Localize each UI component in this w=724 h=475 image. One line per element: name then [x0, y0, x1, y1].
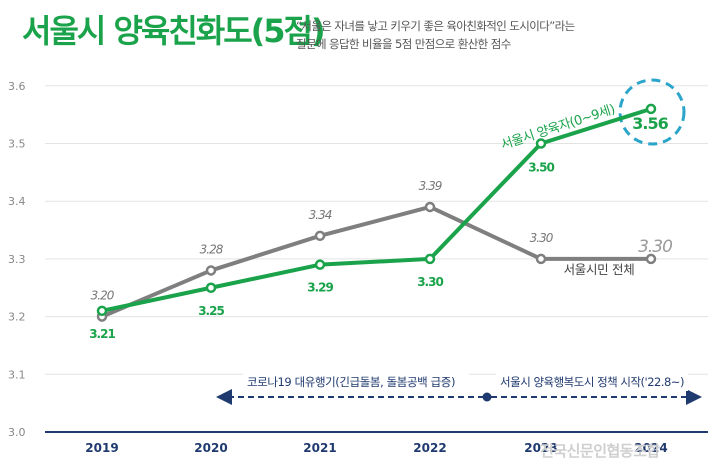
subtitle-line-1: “서울은 자녀를 낳고 키우기 좋은 육아친화적인 도시이다”라는	[296, 19, 575, 33]
data-label-all-citizens: 3.34	[309, 208, 332, 222]
y-tick-label: 3.6	[8, 80, 26, 93]
y-tick-label: 3.4	[8, 195, 26, 208]
highlight-circle	[618, 78, 686, 146]
data-label-parents: 3.25	[198, 304, 224, 318]
y-tick-label: 3.0	[8, 426, 26, 439]
chart-subtitle: “서울은 자녀를 낳고 키우기 좋은 육아친화적인 도시이다”라는 질문에 응답…	[296, 17, 575, 53]
x-axis: 2019 2020 2021 2022 2023 2024	[45, 431, 708, 455]
gridlines	[45, 85, 708, 375]
data-point	[424, 253, 436, 265]
data-point	[645, 103, 657, 115]
x-tick-label: 2023	[524, 441, 557, 455]
series-line-parents	[101, 106, 652, 313]
data-point	[314, 259, 326, 270]
y-tick-label: 3.2	[8, 311, 26, 324]
policy-period-label: 서울시 양육행복도시 정책 시작('22.8~)	[500, 375, 684, 389]
data-point	[205, 282, 217, 293]
x-tick-label: 2019	[85, 441, 118, 455]
y-tick-label: 3.1	[8, 368, 26, 381]
data-label-all-citizens: 3.28	[200, 242, 224, 256]
period-annotations: 코로나19 대유행기(긴급돌봄, 돌봄공백 급증) 서울시 양육행복도시 정책 …	[216, 371, 702, 405]
data-label-all-citizens: 3.39	[419, 179, 442, 193]
x-tick-label: 2024	[634, 441, 667, 455]
watermark: 전국신문인협동조합	[540, 442, 660, 460]
data-label-parents: 3.50	[528, 161, 554, 175]
data-label-parents: 3.21	[89, 327, 115, 341]
x-tick-label: 2020	[194, 441, 227, 455]
data-label-all-citizens: 3.30	[638, 237, 672, 257]
data-point	[96, 305, 108, 317]
series-line-all-citizens	[101, 204, 651, 319]
y-axis-ticks: 3.0 3.1 3.2 3.3 3.4 3.5 3.6	[8, 80, 26, 439]
covid-period-label: 코로나19 대유행기(긴급돌봄, 돌봄공백 급증)	[247, 375, 455, 389]
x-tick-label: 2022	[413, 441, 446, 455]
data-label-all-citizens: 3.20	[91, 289, 115, 303]
series	[96, 103, 657, 322]
y-tick-label: 3.5	[8, 138, 26, 151]
data-label-all-citizens: 3.30	[530, 231, 554, 245]
data-label-parents: 3.56	[632, 114, 668, 133]
period-divider-dot	[482, 392, 492, 402]
y-tick-label: 3.3	[8, 253, 26, 266]
data-point	[205, 265, 217, 276]
subtitle-line-2: 질문에 응답한 비율을 5점 만점으로 환산한 점수	[296, 37, 511, 51]
data-point	[424, 201, 436, 213]
x-tick-label: 2021	[303, 441, 336, 455]
data-label-parents: 3.30	[417, 275, 443, 289]
series-label-parents: 서울시 양육자(0~9세)	[499, 102, 617, 153]
data-point	[535, 253, 547, 265]
data-point	[314, 230, 326, 242]
data-point	[535, 138, 547, 149]
series-label-all-citizens: 서울시민 전체	[564, 262, 635, 277]
chart-title: 서울시 양육친화도(5점)	[22, 12, 326, 50]
data-label-parents: 3.29	[307, 281, 333, 295]
data-point	[645, 253, 657, 265]
